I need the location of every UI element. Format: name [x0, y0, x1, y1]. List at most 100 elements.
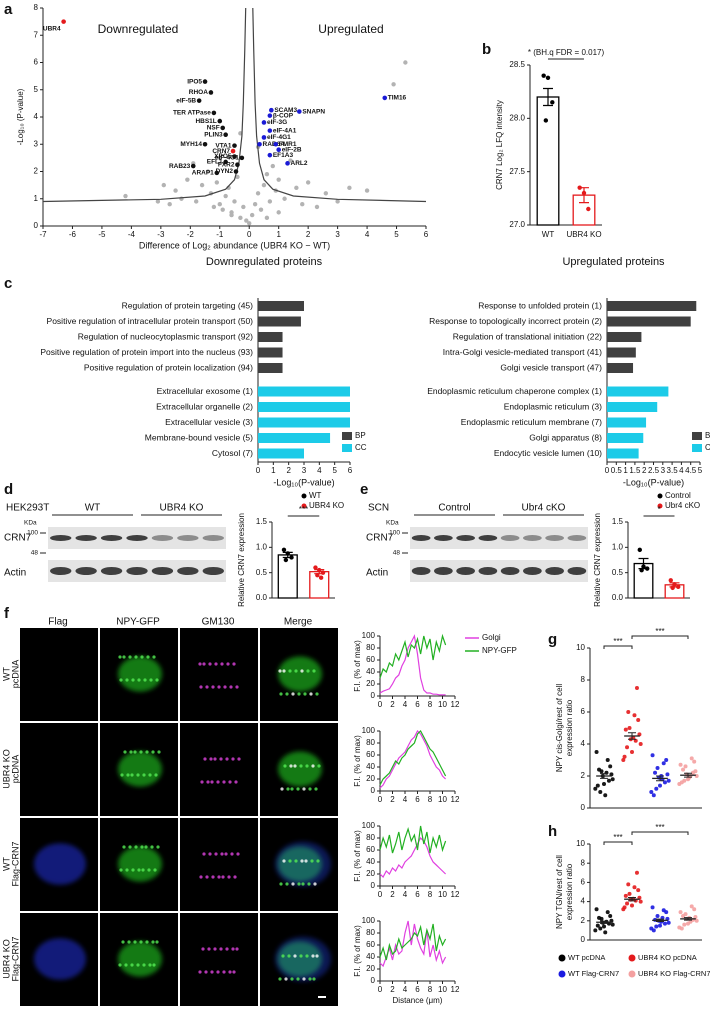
puncta — [201, 947, 205, 951]
bar — [607, 402, 658, 412]
point-label: DYN2 — [216, 168, 234, 175]
group-label: UBR4 KO — [160, 503, 204, 514]
puncta — [209, 757, 213, 761]
puncta — [207, 947, 211, 951]
y-axis-label: F.I. (% of max) — [353, 735, 362, 787]
x-tick-label: 4 — [365, 230, 370, 239]
puncta — [206, 780, 210, 784]
band — [567, 567, 587, 575]
point — [658, 783, 662, 788]
category-label: Regulation of protein targeting (45) — [122, 300, 254, 310]
point — [606, 778, 611, 783]
point — [610, 777, 615, 782]
micrograph — [20, 628, 98, 721]
point — [586, 206, 591, 212]
x-tick-label: 8 — [428, 795, 433, 804]
point — [232, 199, 237, 204]
y-tick-label: 0.5 — [256, 568, 268, 577]
band — [50, 535, 72, 541]
band — [456, 567, 475, 575]
x-tick-label: 0 — [256, 466, 261, 475]
channel-label: Flag — [48, 617, 67, 628]
bar — [607, 448, 639, 459]
puncta — [130, 773, 134, 777]
puncta — [303, 692, 307, 696]
puncta — [282, 669, 286, 673]
point — [610, 922, 615, 927]
puncta — [222, 780, 226, 784]
point — [297, 109, 302, 114]
point — [235, 174, 240, 180]
x-tick-label: 6 — [415, 795, 420, 804]
puncta — [279, 882, 283, 886]
error-bar — [684, 917, 692, 921]
puncta — [234, 780, 238, 784]
significance-label: *** — [613, 637, 622, 646]
point — [545, 75, 551, 81]
point — [347, 185, 352, 191]
x-axis-label: Difference of Log₂ abundance (UBR4 KO − … — [139, 240, 330, 250]
point — [273, 141, 279, 147]
marker-label: 48 — [31, 550, 39, 557]
y-tick-label: 0.0 — [612, 593, 624, 602]
bar — [258, 332, 283, 342]
puncta — [291, 692, 295, 696]
x-tick-label: WT — [542, 230, 555, 239]
point — [264, 172, 270, 177]
error-bar — [656, 918, 664, 922]
bar — [607, 433, 644, 443]
point — [235, 162, 240, 167]
band — [523, 567, 542, 575]
group-label: Control — [438, 503, 470, 514]
legend-marker — [558, 954, 566, 962]
point — [689, 756, 694, 761]
category-label: Intra-Golgi vesicle-mediated transport (… — [443, 347, 602, 357]
cell-line: HEK293T — [6, 503, 49, 514]
point — [320, 570, 326, 575]
annotation: Downregulated — [98, 22, 179, 36]
row-label: Flag-CRN7 — [10, 841, 20, 886]
puncta — [119, 678, 123, 682]
legend-marker — [301, 503, 307, 509]
puncta — [300, 859, 304, 863]
y-tick-label: 100 — [362, 916, 376, 925]
point — [281, 547, 287, 553]
puncta — [134, 845, 138, 849]
puncta — [156, 845, 160, 849]
y-tick-label: 6 — [581, 878, 586, 887]
point — [257, 141, 262, 147]
point — [653, 770, 658, 775]
y-tick-label: 3 — [34, 139, 39, 148]
point — [305, 180, 311, 185]
point — [641, 564, 646, 569]
legend-label: Control — [665, 491, 691, 500]
y-tick-label: 40 — [366, 762, 375, 771]
line — [379, 923, 447, 961]
point — [282, 196, 287, 201]
y-axis-label: F.I. (% of max) — [353, 640, 362, 692]
y-tick-label: 1.0 — [256, 542, 268, 551]
band — [478, 567, 498, 575]
x-tick-label: 2 — [286, 466, 291, 475]
point — [223, 193, 228, 199]
point — [241, 204, 246, 210]
y-tick-label: 0 — [371, 691, 376, 700]
x-tick-label: 3 — [302, 466, 307, 475]
x-tick-label: 0 — [378, 795, 383, 804]
point — [211, 110, 217, 116]
y-tick-label: 5 — [34, 85, 39, 94]
cell-signal — [278, 751, 322, 787]
point-label: EF1A3 — [273, 152, 294, 159]
significance-bracket — [603, 841, 633, 845]
y-tick-label: 20 — [366, 964, 375, 973]
x-axis-label: -Log₁₀(P-value) — [273, 477, 334, 487]
puncta — [131, 868, 135, 872]
point — [664, 758, 669, 762]
x-tick-label: 0 — [605, 466, 610, 475]
puncta — [282, 859, 286, 863]
legend-label: WT pcDNA — [568, 953, 605, 962]
point-label: eIF-4G1 — [267, 134, 291, 141]
point-label: ARL2 — [291, 160, 308, 167]
x-tick-label: 6 — [415, 985, 420, 994]
kda-label: KDa — [386, 520, 399, 527]
